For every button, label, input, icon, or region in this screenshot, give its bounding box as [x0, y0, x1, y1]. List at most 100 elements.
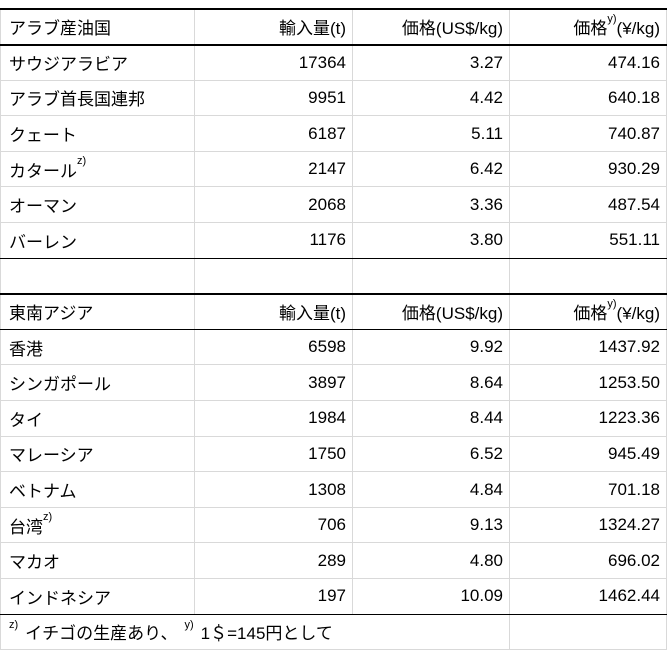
country-name: バーレン — [9, 232, 77, 252]
price-usd-cell: 5.11 — [352, 115, 510, 152]
import-qty-cell: 1308 — [194, 471, 353, 508]
price-usd-cell: 9.13 — [352, 507, 510, 544]
country-cell: タイ — [0, 400, 195, 437]
yen-price-column-header: 価格y)(¥/kg) — [509, 8, 667, 46]
import-qty-cell: 9951 — [194, 80, 353, 117]
price-usd-cell: 10.09 — [352, 578, 510, 615]
table-row: カタールz) 2147 6.42 930.29 — [0, 151, 667, 188]
price-usd-cell: 8.44 — [352, 400, 510, 437]
price-usd-cell: 4.42 — [352, 80, 510, 117]
country-cell: クェート — [0, 115, 195, 152]
table-row: クェート 6187 5.11 740.87 — [0, 115, 667, 152]
price-usd-cell: 3.27 — [352, 44, 510, 81]
table1-header-row: アラブ産油国 輸入量(t) 価格(US$/kg) 価格y)(¥/kg) — [0, 8, 667, 46]
country-cell: オーマン — [0, 186, 195, 224]
table-row: インドネシア 197 10.09 1462.44 — [0, 578, 667, 615]
country-name: インドネシア — [9, 588, 111, 608]
yen-header-prefix: 価格 — [573, 19, 608, 39]
usd-price-column-header: 価格(US$/kg) — [352, 8, 510, 46]
country-cell: シンガポール — [0, 364, 195, 402]
import-qty-cell: 289 — [194, 542, 353, 579]
country-cell: ベトナム — [0, 471, 195, 508]
import-qty-cell: 3897 — [194, 364, 353, 402]
country-name: マレーシア — [9, 446, 94, 466]
price-yen-cell: 1462.44 — [509, 578, 667, 615]
price-yen-cell: 487.54 — [509, 186, 667, 224]
import-qty-cell: 1750 — [194, 436, 353, 473]
price-yen-cell: 640.18 — [509, 80, 667, 117]
yen-header-prefix: 価格 — [573, 304, 608, 324]
price-usd-cell: 6.42 — [352, 151, 510, 188]
import-qty-cell: 197 — [194, 578, 353, 615]
price-usd-cell: 3.36 — [352, 186, 510, 224]
import-qty-cell: 6187 — [194, 115, 353, 152]
country-name: アラブ首長国連邦 — [9, 90, 145, 110]
empty-cell — [0, 258, 195, 295]
country-name: クェート — [9, 126, 77, 146]
country-name: シンガポール — [9, 375, 111, 395]
import-price-table: アラブ産油国 輸入量(t) 価格(US$/kg) 価格y)(¥/kg) サウジア… — [0, 8, 667, 651]
table-row: アラブ首長国連邦 9951 4.42 640.18 — [0, 80, 667, 117]
yen-header-suffix: (¥/kg) — [616, 19, 660, 39]
country-name: オーマン — [9, 197, 77, 217]
empty-spacer-row — [0, 258, 667, 295]
price-yen-cell: 1324.27 — [509, 507, 667, 544]
country-footnote-mark: z) — [77, 155, 87, 168]
import-qty-cell: 6598 — [194, 329, 353, 366]
yen-header-suffix: (¥/kg) — [616, 304, 660, 324]
empty-cell — [509, 258, 667, 295]
price-usd-cell: 6.52 — [352, 436, 510, 473]
import-qty-cell: 17364 — [194, 44, 353, 81]
country-name: カタール — [9, 161, 77, 181]
price-yen-cell: 740.87 — [509, 115, 667, 152]
table-row: シンガポール 3897 8.64 1253.50 — [0, 364, 667, 402]
table1-title: アラブ産油国 — [0, 8, 195, 46]
price-yen-cell: 930.29 — [509, 151, 667, 188]
import-qty-cell: 2068 — [194, 186, 353, 224]
table-row: 香港 6598 9.92 1437.92 — [0, 329, 667, 366]
import-qty-cell: 1984 — [194, 400, 353, 437]
price-yen-cell: 1253.50 — [509, 364, 667, 402]
table-row: マカオ 289 4.80 696.02 — [0, 542, 667, 579]
footnote-text-y: 1＄=145円として — [200, 624, 333, 644]
table-row: マレーシア 1750 6.52 945.49 — [0, 436, 667, 473]
price-usd-cell: 8.64 — [352, 364, 510, 402]
country-cell: サウジアラビア — [0, 44, 195, 81]
yen-header-footnote-mark: y) — [607, 12, 617, 25]
table-row: サウジアラビア 17364 3.27 474.16 — [0, 44, 667, 81]
empty-cell — [509, 614, 667, 651]
price-yen-cell: 1437.92 — [509, 329, 667, 366]
country-cell: カタールz) — [0, 151, 195, 188]
country-cell: 香港 — [0, 329, 195, 366]
table-row: 台湾z) 706 9.13 1324.27 — [0, 507, 667, 544]
country-cell: マレーシア — [0, 436, 195, 473]
country-cell: 台湾z) — [0, 507, 195, 544]
country-name: 香港 — [9, 339, 43, 359]
country-cell: バーレン — [0, 222, 195, 259]
country-name: ベトナム — [9, 482, 77, 502]
yen-header-footnote-mark: y) — [607, 297, 617, 310]
empty-cell — [194, 258, 353, 295]
table-row: ベトナム 1308 4.84 701.18 — [0, 471, 667, 508]
country-cell: マカオ — [0, 542, 195, 579]
price-usd-cell: 4.80 — [352, 542, 510, 579]
price-usd-cell: 3.80 — [352, 222, 510, 259]
price-usd-cell: 9.92 — [352, 329, 510, 366]
table2-header-row: 東南アジア 輸入量(t) 価格(US$/kg) 価格y)(¥/kg) — [0, 293, 667, 330]
footnote-cell: z) イチゴの生産あり、 y) 1＄=145円として — [0, 614, 510, 651]
price-usd-cell: 4.84 — [352, 471, 510, 508]
country-name: マカオ — [9, 553, 60, 573]
yen-price-column-header: 価格y)(¥/kg) — [509, 293, 667, 330]
price-yen-cell: 696.02 — [509, 542, 667, 579]
table-row: タイ 1984 8.44 1223.36 — [0, 400, 667, 437]
footnote-text-z: イチゴの生産あり、 — [25, 624, 178, 644]
import-qty-cell: 1176 — [194, 222, 353, 259]
footnote-mark-z: z) — [9, 618, 19, 631]
table-row: バーレン 1176 3.80 551.11 — [0, 222, 667, 259]
country-cell: アラブ首長国連邦 — [0, 80, 195, 117]
import-qty-cell: 2147 — [194, 151, 353, 188]
price-yen-cell: 945.49 — [509, 436, 667, 473]
country-cell: インドネシア — [0, 578, 195, 615]
country-name: タイ — [9, 410, 43, 430]
